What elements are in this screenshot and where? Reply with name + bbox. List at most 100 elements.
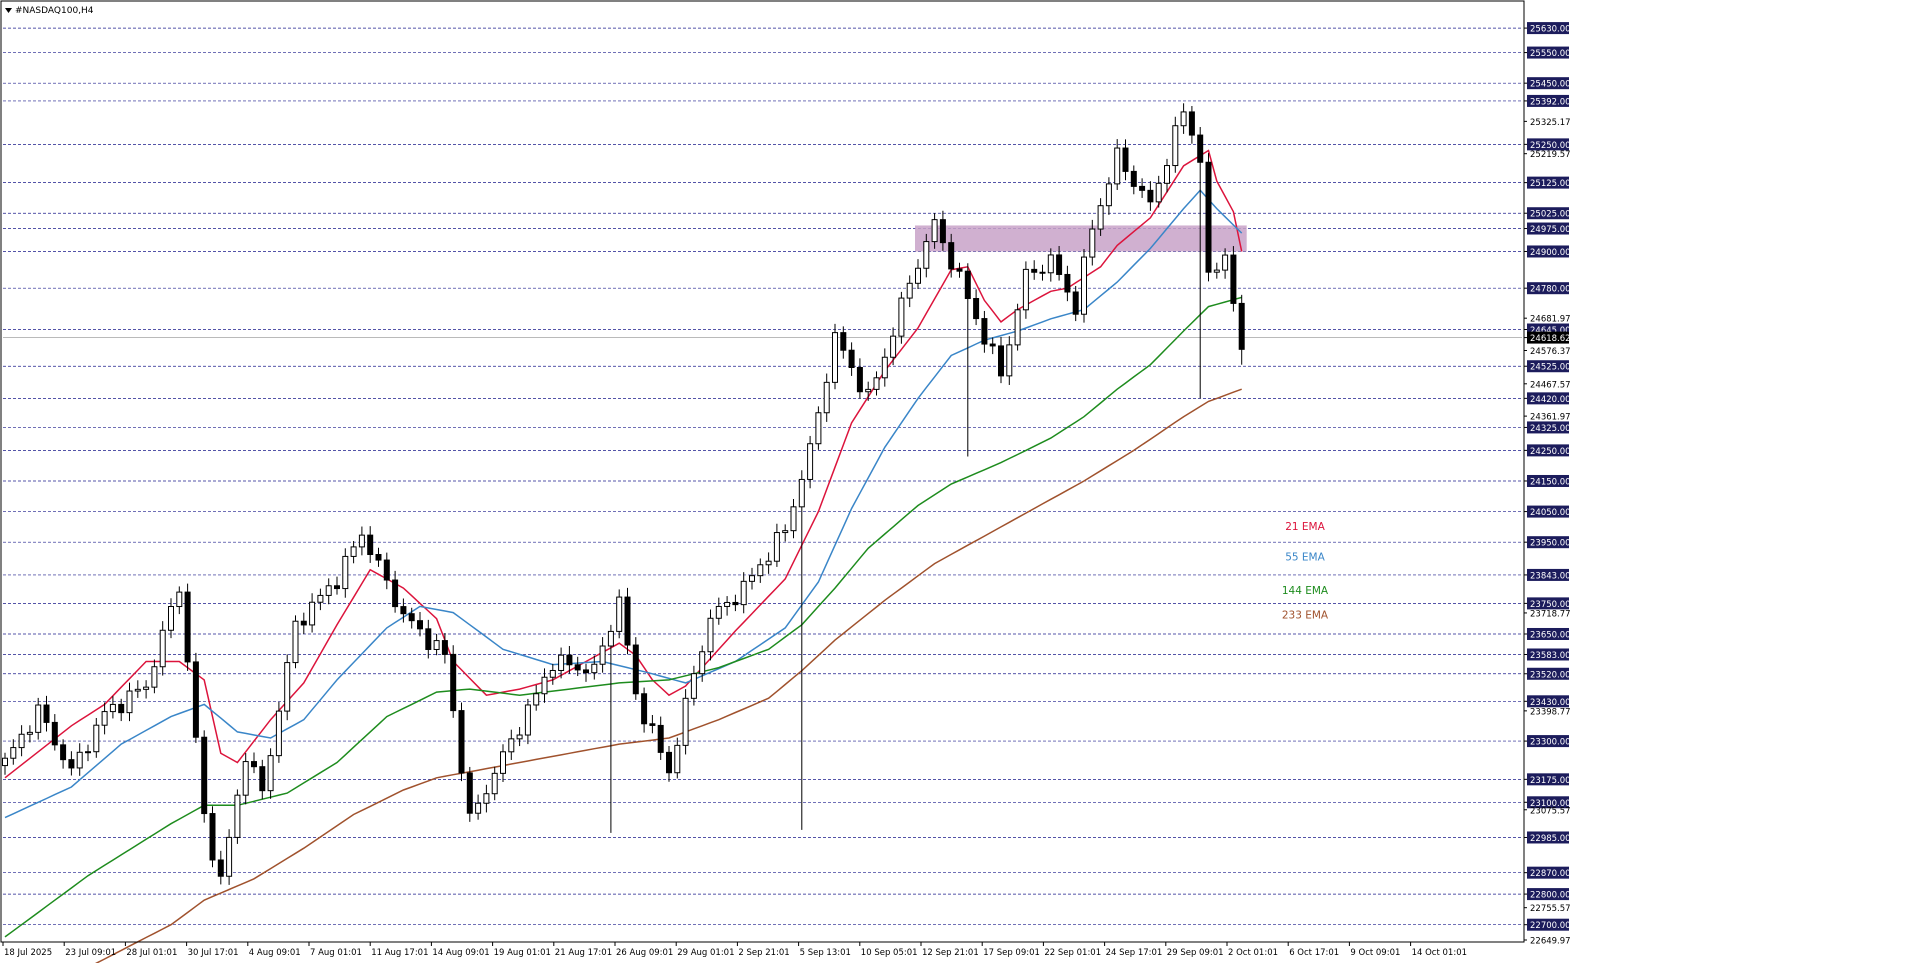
candle [483, 784, 490, 813]
candle [865, 381, 872, 401]
time-label: 21 Aug 17:01 [553, 942, 612, 958]
time-label: 2 Oct 01:01 [1226, 942, 1278, 958]
candle [1114, 139, 1121, 190]
svg-text:24420.00: 24420.00 [1530, 395, 1571, 405]
svg-text:2 Sep 21:01: 2 Sep 21:01 [738, 948, 789, 958]
time-label: 18 Jul 2025 [2, 942, 52, 958]
svg-text:22870.00: 22870.00 [1530, 869, 1571, 879]
svg-text:7 Aug 01:01: 7 Aug 01:01 [310, 948, 362, 958]
svg-text:26 Aug 09:01: 26 Aug 09:01 [616, 948, 673, 958]
candle [1047, 248, 1054, 282]
svg-text:25550.00: 25550.00 [1530, 49, 1571, 59]
candle [657, 716, 664, 760]
svg-text:22755.57: 22755.57 [1530, 904, 1571, 914]
candle [259, 759, 266, 800]
candle [85, 744, 91, 762]
candle [549, 663, 556, 685]
candle [392, 570, 399, 613]
price-label: 23300.00 [1524, 735, 1571, 748]
candle [1213, 262, 1220, 279]
candle [475, 794, 482, 820]
time-label: 19 Aug 01:01 [492, 942, 551, 958]
candle [632, 637, 639, 700]
candle [375, 547, 382, 567]
svg-text:24975.00: 24975.00 [1530, 225, 1571, 235]
candle [143, 680, 150, 699]
candle [807, 435, 814, 489]
candle [939, 210, 946, 251]
candle [76, 743, 83, 776]
candle [325, 578, 332, 605]
price-label: 22649.97 [1524, 937, 1571, 947]
ema-line-144 [4, 296, 1242, 938]
candle [1006, 336, 1013, 385]
svg-text:25630.00: 25630.00 [1530, 25, 1571, 35]
time-label: 11 Aug 17:01 [369, 942, 429, 958]
candle [176, 586, 183, 615]
time-label: 14 Oct 01:01 [1410, 942, 1467, 958]
candle [292, 615, 299, 669]
candle [1230, 246, 1237, 312]
time-label: 6 Oct 17:01 [1287, 942, 1339, 958]
candle [1222, 248, 1229, 279]
price-label: 24900.00 [1524, 245, 1571, 258]
candle [1180, 103, 1187, 134]
price-label: 24780.00 [1524, 282, 1571, 295]
svg-text:23950.00: 23950.00 [1530, 539, 1571, 549]
time-label: 17 Sep 09:01 [981, 942, 1040, 958]
svg-text:2 Oct 01:01: 2 Oct 01:01 [1228, 948, 1278, 958]
price-label: 23075.57 [1524, 806, 1571, 816]
svg-text:10 Sep 05:01: 10 Sep 05:01 [861, 948, 918, 958]
price-label: 24618.62 [1524, 331, 1571, 344]
svg-text:23175.00: 23175.00 [1530, 776, 1571, 786]
candle [583, 663, 589, 682]
candle [1014, 303, 1021, 351]
svg-text:23718.77: 23718.77 [1530, 609, 1571, 619]
candle [242, 753, 249, 805]
svg-text:5 Sep 13:01: 5 Sep 13:01 [800, 948, 851, 958]
candle [699, 645, 706, 682]
candle [765, 552, 772, 574]
candle [350, 541, 357, 564]
candle [1072, 285, 1079, 322]
candle [931, 213, 938, 249]
triangle-down-icon[interactable] [5, 8, 12, 13]
symbol-title: #NASDAQ100,H4 [15, 6, 94, 16]
candle [93, 718, 100, 758]
chart-title[interactable]: #NASDAQ100,H4 [5, 6, 94, 16]
candle [906, 275, 913, 308]
candle [284, 654, 291, 721]
candle [558, 647, 565, 679]
price-label: 25250.00 [1524, 138, 1571, 151]
svg-text:25325.17: 25325.17 [1530, 118, 1571, 128]
supply-zone [915, 225, 1247, 252]
price-label: 23718.77 [1524, 609, 1571, 619]
candle [1056, 246, 1063, 281]
price-label: 25025.00 [1524, 207, 1571, 220]
candle [973, 289, 980, 326]
svg-text:4 Aug 09:01: 4 Aug 09:01 [249, 948, 301, 958]
time-label: 23 Jul 09:01 [63, 942, 116, 958]
candle [1205, 153, 1212, 282]
price-label: 23843.00 [1524, 568, 1571, 581]
svg-text:25219.57: 25219.57 [1530, 150, 1571, 160]
svg-text:23520.00: 23520.00 [1530, 670, 1571, 680]
candle [1022, 261, 1029, 319]
candle [1197, 126, 1204, 399]
candle [1130, 165, 1137, 195]
time-label: 22 Sep 01:01 [1042, 942, 1101, 958]
candle [450, 645, 457, 718]
svg-text:24467.57: 24467.57 [1530, 380, 1571, 390]
svg-text:28 Jul 01:01: 28 Jul 01:01 [126, 948, 177, 958]
time-label: 29 Sep 09:01 [1165, 942, 1224, 958]
candle [964, 263, 971, 457]
candle [109, 696, 116, 719]
candle [948, 233, 955, 278]
candle [890, 327, 897, 366]
svg-text:23650.00: 23650.00 [1530, 630, 1571, 640]
ema-legend: 21 EMA 55 EMA 144 EMA 233 EMA [1282, 521, 1329, 622]
price-label: 25325.17 [1524, 118, 1571, 128]
price-label: 23750.00 [1524, 597, 1571, 610]
candle [898, 291, 905, 344]
